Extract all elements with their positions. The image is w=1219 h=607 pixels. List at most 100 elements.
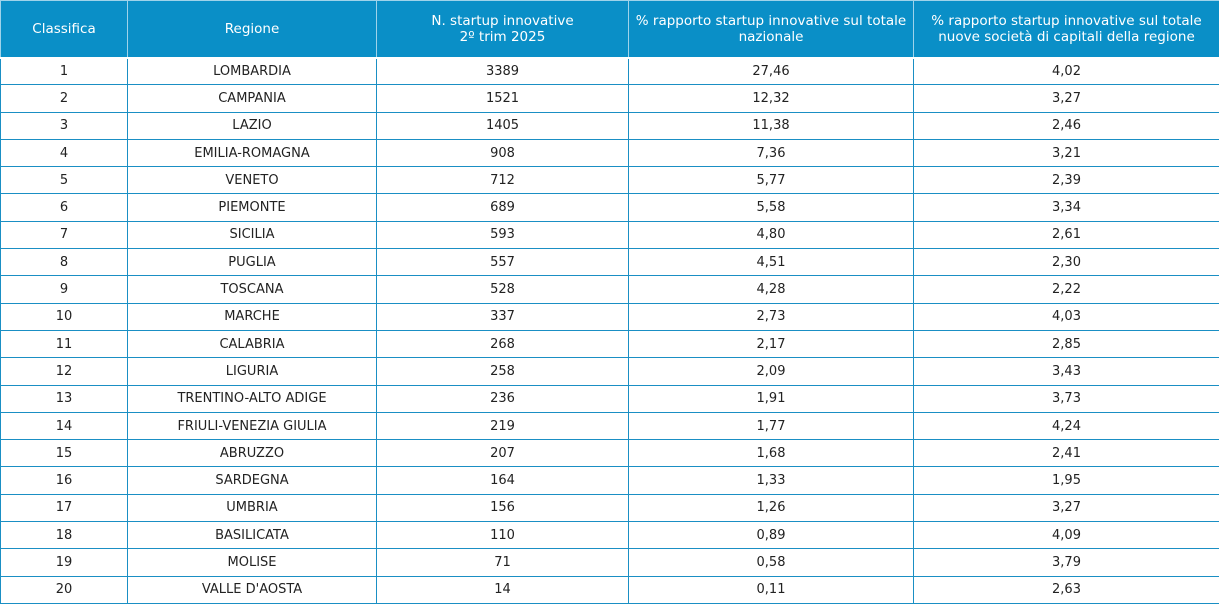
cell-region: MARCHE — [127, 302, 377, 331]
table-row: 1 LOMBARDIA 3389 27,46 4,02 — [0, 56, 1219, 86]
header-startup-count[interactable]: N. startup innovative 2º trim 2025 — [376, 0, 629, 59]
cell-rank: 12 — [0, 357, 128, 386]
cell-pct-national: 1,77 — [628, 411, 914, 441]
cell-startup-count: 110 — [376, 521, 629, 550]
header-rank[interactable]: Classifica — [0, 0, 128, 59]
table-row: 17 UMBRIA 156 1,26 3,27 — [0, 493, 1219, 523]
table-row: 11 CALABRIA 268 2,17 2,85 — [0, 329, 1219, 359]
cell-pct-regional: 2,61 — [913, 220, 1219, 250]
cell-rank: 14 — [0, 411, 128, 441]
cell-rank: 20 — [0, 575, 128, 604]
cell-pct-national: 7,36 — [628, 138, 914, 168]
cell-startup-count: 689 — [376, 193, 629, 222]
table-body: 1 LOMBARDIA 3389 27,46 4,02 2 CAMPANIA 1521 12,3… — [0, 56, 1219, 604]
cell-region: CALABRIA — [127, 329, 377, 359]
table-header: Classifica Regione N. startup innovative… — [0, 0, 1219, 59]
table-row: 12 LIGURIA 258 2,09 3,43 — [0, 357, 1219, 386]
cell-rank: 4 — [0, 138, 128, 168]
cell-pct-national: 4,51 — [628, 248, 914, 277]
cell-pct-national: 5,77 — [628, 166, 914, 195]
cell-pct-national: 27,46 — [628, 56, 914, 86]
cell-rank: 2 — [0, 84, 128, 113]
cell-pct-regional: 4,09 — [913, 521, 1219, 550]
cell-region: BASILICATA — [127, 521, 377, 550]
table-row: 9 TOSCANA 528 4,28 2,22 — [0, 275, 1219, 304]
cell-pct-regional: 2,46 — [913, 111, 1219, 140]
cell-pct-regional: 2,63 — [913, 575, 1219, 604]
cell-pct-national: 5,58 — [628, 193, 914, 222]
cell-region: SICILIA — [127, 220, 377, 250]
cell-rank: 8 — [0, 248, 128, 277]
cell-rank: 13 — [0, 384, 128, 413]
cell-pct-regional: 3,79 — [913, 548, 1219, 577]
cell-pct-regional: 3,34 — [913, 193, 1219, 222]
cell-pct-regional: 4,03 — [913, 302, 1219, 331]
cell-pct-national: 0,11 — [628, 575, 914, 604]
cell-region: ABRUZZO — [127, 439, 377, 468]
table-row: 5 VENETO 712 5,77 2,39 — [0, 166, 1219, 195]
header-startup-count-line2: 2º trim 2025 — [459, 28, 546, 45]
header-region[interactable]: Regione — [127, 0, 377, 59]
cell-rank: 5 — [0, 166, 128, 195]
table-row: 8 PUGLIA 557 4,51 2,30 — [0, 248, 1219, 277]
cell-startup-count: 337 — [376, 302, 629, 331]
cell-region: LAZIO — [127, 111, 377, 140]
cell-pct-national: 2,73 — [628, 302, 914, 331]
table-row: 20 VALLE D'AOSTA 14 0,11 2,63 — [0, 575, 1219, 604]
cell-startup-count: 1405 — [376, 111, 629, 140]
cell-rank: 9 — [0, 275, 128, 304]
table-row: 18 BASILICATA 110 0,89 4,09 — [0, 521, 1219, 550]
cell-startup-count: 71 — [376, 548, 629, 577]
cell-startup-count: 593 — [376, 220, 629, 250]
cell-startup-count: 207 — [376, 439, 629, 468]
cell-startup-count: 14 — [376, 575, 629, 604]
cell-region: VALLE D'AOSTA — [127, 575, 377, 604]
cell-region: PUGLIA — [127, 248, 377, 277]
table-row: 14 FRIULI-VENEZIA GIULIA 219 1,77 4,24 — [0, 411, 1219, 441]
cell-pct-national: 11,38 — [628, 111, 914, 140]
table-row: 19 MOLISE 71 0,58 3,79 — [0, 548, 1219, 577]
cell-region: VENETO — [127, 166, 377, 195]
cell-startup-count: 236 — [376, 384, 629, 413]
table-row: 2 CAMPANIA 1521 12,32 3,27 — [0, 84, 1219, 113]
cell-region: UMBRIA — [127, 493, 377, 523]
cell-startup-count: 219 — [376, 411, 629, 441]
header-row: Classifica Regione N. startup innovative… — [0, 0, 1219, 59]
cell-pct-regional: 4,02 — [913, 56, 1219, 86]
cell-pct-regional: 3,27 — [913, 84, 1219, 113]
table-row: 13 TRENTINO-ALTO ADIGE 236 1,91 3,73 — [0, 384, 1219, 413]
cell-startup-count: 1521 — [376, 84, 629, 113]
cell-rank: 17 — [0, 493, 128, 523]
table-row: 3 LAZIO 1405 11,38 2,46 — [0, 111, 1219, 140]
cell-pct-regional: 2,39 — [913, 166, 1219, 195]
table-row: 4 EMILIA-ROMAGNA 908 7,36 3,21 — [0, 138, 1219, 168]
cell-rank: 11 — [0, 329, 128, 359]
cell-pct-regional: 2,30 — [913, 248, 1219, 277]
cell-rank: 16 — [0, 466, 128, 495]
cell-pct-regional: 3,27 — [913, 493, 1219, 523]
cell-region: PIEMONTE — [127, 193, 377, 222]
table-row: 16 SARDEGNA 164 1,33 1,95 — [0, 466, 1219, 495]
cell-pct-national: 1,68 — [628, 439, 914, 468]
cell-pct-national: 2,09 — [628, 357, 914, 386]
header-pct-regional[interactable]: % rapporto startup innovative sul totale… — [913, 0, 1219, 59]
cell-pct-regional: 2,22 — [913, 275, 1219, 304]
cell-pct-regional: 2,85 — [913, 329, 1219, 359]
table-row: 7 SICILIA 593 4,80 2,61 — [0, 220, 1219, 250]
cell-rank: 10 — [0, 302, 128, 331]
cell-startup-count: 908 — [376, 138, 629, 168]
cell-pct-regional: 4,24 — [913, 411, 1219, 441]
header-pct-national[interactable]: % rapporto startup innovative sul totale… — [628, 0, 914, 59]
cell-rank: 15 — [0, 439, 128, 468]
cell-pct-national: 0,89 — [628, 521, 914, 550]
cell-rank: 18 — [0, 521, 128, 550]
cell-pct-regional: 3,73 — [913, 384, 1219, 413]
cell-rank: 6 — [0, 193, 128, 222]
cell-startup-count: 268 — [376, 329, 629, 359]
cell-pct-national: 1,33 — [628, 466, 914, 495]
cell-region: LIGURIA — [127, 357, 377, 386]
cell-region: TOSCANA — [127, 275, 377, 304]
cell-pct-national: 1,26 — [628, 493, 914, 523]
header-startup-count-line1: N. startup innovative — [431, 12, 574, 29]
cell-region: TRENTINO-ALTO ADIGE — [127, 384, 377, 413]
